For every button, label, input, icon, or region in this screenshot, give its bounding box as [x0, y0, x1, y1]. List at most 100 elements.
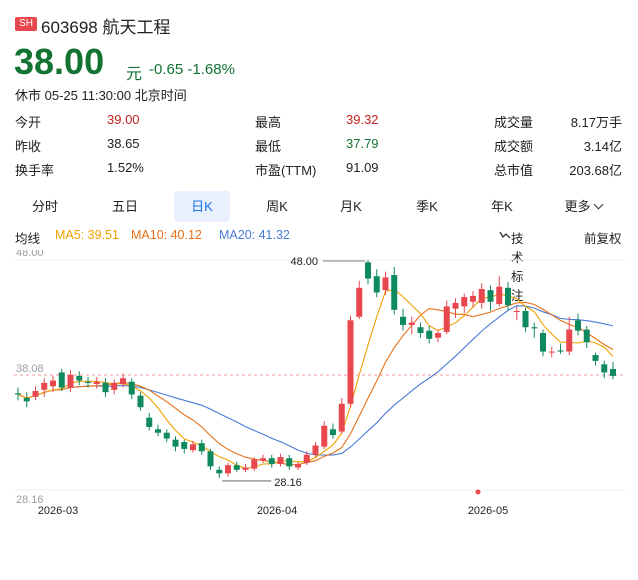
price-currency: 元: [126, 66, 143, 83]
tab-1[interactable]: 五日: [97, 191, 153, 222]
candle-body: [207, 451, 214, 467]
event-marker: [475, 489, 481, 495]
candle-body: [382, 277, 389, 291]
stat-value: 39.32: [346, 112, 379, 127]
tab-label: 更多: [564, 199, 591, 214]
y-tick-label: 48.00: [16, 250, 44, 259]
x-tick-label: 2026-04: [257, 505, 297, 517]
candle-body: [470, 295, 476, 302]
candle-body: [321, 425, 328, 447]
candle-body: [190, 444, 196, 451]
max-label: 48.00: [290, 256, 318, 268]
candle-body: [391, 275, 398, 310]
stat-label: 市盈(TTM): [255, 163, 317, 178]
stat-value: 38.65: [107, 136, 140, 151]
tab-4[interactable]: 月K: [323, 191, 379, 222]
price-change-pct: -1.68%: [187, 61, 235, 78]
candle-body: [32, 390, 39, 397]
candle-body: [373, 276, 380, 293]
candle-body: [356, 287, 363, 317]
stock-name: 航天工程: [102, 18, 171, 37]
candle-body: [295, 464, 301, 468]
tech-annotation-button[interactable]: 技术标注: [499, 228, 524, 303]
stat-value: 37.79: [346, 136, 379, 151]
candle-body: [583, 329, 590, 343]
candle-body: [233, 465, 240, 470]
candle-body: [137, 395, 144, 408]
stock-title: 603698 航天工程: [41, 13, 170, 38]
candle-body: [540, 333, 546, 352]
y-tick-label: 28.16: [16, 494, 44, 506]
stat-value: 8.17万手: [570, 115, 622, 130]
candle-body: [592, 355, 599, 361]
market-status: 休市 05-25 11:30:00 北京时间: [15, 88, 187, 103]
candle-body: [610, 368, 616, 376]
candle-body: [338, 403, 345, 432]
candle-body: [505, 287, 511, 306]
tech-annotation-label: 技术标注: [511, 232, 524, 303]
candle-body: [557, 350, 564, 352]
stock-code: 603698: [41, 18, 98, 37]
candle-body: [251, 459, 258, 469]
min-label: 28.16: [274, 477, 302, 489]
tab-label: 年K: [491, 199, 513, 214]
tab-2[interactable]: 日K: [174, 191, 230, 222]
candle-body: [478, 288, 485, 303]
stat-label: 总市值: [494, 163, 534, 178]
y-tick-label: 38.08: [16, 363, 44, 375]
candle-body: [242, 467, 249, 470]
candle-body: [41, 382, 48, 390]
candle-body: [58, 372, 65, 388]
candle-body: [277, 457, 284, 465]
candle-body: [487, 290, 494, 302]
candle-body: [146, 417, 153, 427]
stat-value: 91.09: [346, 160, 379, 175]
x-tick-label: 2026-05: [468, 505, 508, 517]
candle-body: [365, 262, 371, 279]
tab-label: 月K: [340, 199, 362, 214]
chart-annotate-icon: [499, 231, 511, 239]
candle-body: [531, 327, 538, 329]
stat-value: 3.14亿: [583, 139, 622, 154]
stat-label: 成交额: [494, 139, 534, 154]
candle-body: [128, 381, 135, 395]
candle-body: [76, 375, 83, 381]
candle-body: [461, 297, 468, 307]
tab-6[interactable]: 年K: [474, 191, 530, 222]
chevron-down-icon: [593, 199, 603, 210]
candle-body: [260, 458, 266, 461]
candle-body: [172, 439, 179, 447]
stat-label: 最低: [255, 139, 282, 154]
tab-5[interactable]: 季K: [399, 191, 455, 222]
tab-label: 季K: [416, 199, 438, 214]
candle-body: [575, 320, 581, 331]
candle-body: [330, 429, 336, 436]
candle-body: [513, 311, 520, 313]
candle-body: [120, 378, 126, 385]
exchange-badge: SH: [15, 17, 37, 31]
candle-body: [601, 364, 608, 373]
candle-body: [181, 442, 188, 449]
candle-body: [155, 429, 161, 433]
stat-label: 昨收: [15, 139, 42, 154]
ma10-value: MA10: 40.12: [131, 228, 202, 242]
adjust-button[interactable]: 前复权: [584, 232, 622, 246]
candle-body: [417, 327, 424, 334]
stat-label: 最高: [255, 115, 282, 130]
candle-body: [312, 445, 319, 455]
candle-body: [225, 465, 231, 474]
candle-body: [163, 432, 170, 439]
ma20-line: [17, 305, 614, 456]
current-price: 38.00: [14, 41, 105, 82]
stat-value: 203.68亿: [569, 163, 622, 178]
tab-3[interactable]: 周K: [249, 191, 305, 222]
candle-body: [522, 311, 529, 328]
tab-0[interactable]: 分时: [17, 191, 73, 222]
stat-label: 换手率: [15, 163, 55, 178]
tab-7[interactable]: 更多: [555, 191, 611, 222]
period-tabs: 分时 五日 日K 周K 月K 季K 年K 更多: [0, 191, 638, 222]
candle-body: [15, 393, 21, 395]
ma5-value: MA5: 39.51: [55, 228, 119, 242]
candle-body: [286, 458, 293, 467]
tab-label: 周K: [266, 199, 288, 214]
